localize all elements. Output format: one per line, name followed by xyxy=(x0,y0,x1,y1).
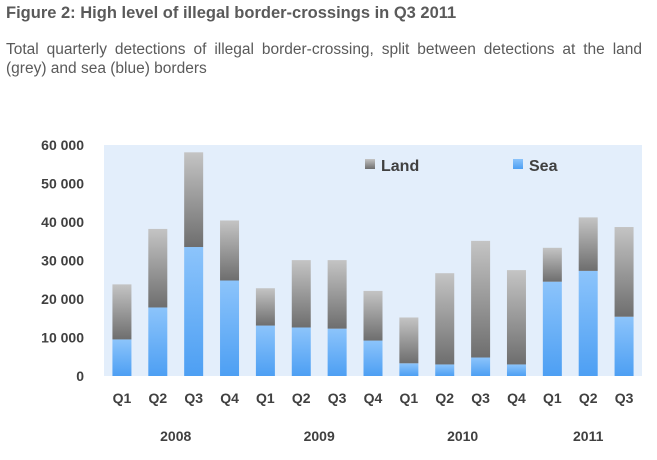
bar-land xyxy=(578,217,598,271)
x-category-label: Q2 xyxy=(148,390,167,406)
bar-sea xyxy=(471,357,491,376)
bar-land xyxy=(506,270,526,365)
bar-land xyxy=(614,227,634,317)
bar-land xyxy=(399,317,419,364)
x-year-label: 2010 xyxy=(447,428,478,444)
x-year-label: 2008 xyxy=(160,428,191,444)
bar-sea xyxy=(363,340,383,376)
x-year-label: 2011 xyxy=(573,428,604,444)
x-category-label: Q4 xyxy=(364,390,383,406)
x-category-label: Q3 xyxy=(328,390,347,406)
bar-land xyxy=(255,288,275,326)
bar-sea xyxy=(291,327,311,376)
legend: Land Sea xyxy=(365,158,558,175)
y-tick-label: 40 000 xyxy=(41,214,84,230)
y-tick-label: 30 000 xyxy=(41,253,84,269)
x-category-label: Q1 xyxy=(256,390,275,406)
bar-sea xyxy=(578,270,598,376)
bar-land xyxy=(435,273,455,365)
x-year-label: 2009 xyxy=(304,428,335,444)
legend-swatch-sea xyxy=(513,159,523,169)
bar-land xyxy=(184,152,204,248)
x-category-label: Q3 xyxy=(184,390,203,406)
x-category-label: Q3 xyxy=(471,390,490,406)
x-axis-years: 2008 2009 2010 2011 xyxy=(160,428,603,444)
x-category-label: Q2 xyxy=(579,390,598,406)
x-axis-categories: Q1 Q2 Q3 Q4 Q1 Q2 Q3 Q4 Q1 Q2 Q3 Q4 Q1 Q2 Q3 xyxy=(113,390,634,406)
y-tick-label: 50 000 xyxy=(41,176,84,192)
bar-sea xyxy=(542,281,562,376)
x-category-label: Q1 xyxy=(113,390,132,406)
x-category-label: Q1 xyxy=(400,390,419,406)
bars-group xyxy=(112,152,634,376)
figure-subtitle: Total quarterly detections of illegal bo… xyxy=(6,41,642,77)
bar-land xyxy=(542,247,562,282)
y-tick-label: 10 000 xyxy=(41,330,84,346)
bar-land xyxy=(471,240,491,358)
y-tick-label: 60 000 xyxy=(41,137,84,153)
x-category-label: Q1 xyxy=(543,390,562,406)
y-tick-label: 0 xyxy=(76,368,84,384)
bar-sea xyxy=(112,339,132,376)
bar-sea xyxy=(184,247,204,376)
bar-sea xyxy=(255,325,275,376)
bar-land xyxy=(327,260,347,329)
figure-title: Figure 2: High level of illegal border-c… xyxy=(6,4,457,22)
bar-land xyxy=(148,228,168,308)
x-category-label: Q3 xyxy=(615,390,634,406)
legend-label-sea: Sea xyxy=(529,158,558,175)
bar-land xyxy=(291,260,311,328)
bar-sea xyxy=(327,328,347,376)
x-category-label: Q4 xyxy=(507,390,526,406)
legend-swatch-land xyxy=(365,159,375,169)
x-category-label: Q2 xyxy=(435,390,454,406)
y-axis: 60 000 50 000 40 000 30 000 20 000 10 000 0 xyxy=(41,137,84,384)
bar-land xyxy=(220,220,240,281)
bar-sea xyxy=(506,364,526,376)
bar-sea xyxy=(435,364,455,376)
legend-label-land: Land xyxy=(381,158,419,175)
bar-land xyxy=(363,290,383,341)
y-tick-label: 20 000 xyxy=(41,291,84,307)
bar-sea xyxy=(614,316,634,376)
bar-sea xyxy=(399,363,419,376)
bar-sea xyxy=(220,280,240,376)
bar-land xyxy=(112,284,132,340)
x-category-label: Q4 xyxy=(220,390,239,406)
bar-sea xyxy=(148,307,168,376)
x-category-label: Q2 xyxy=(292,390,311,406)
